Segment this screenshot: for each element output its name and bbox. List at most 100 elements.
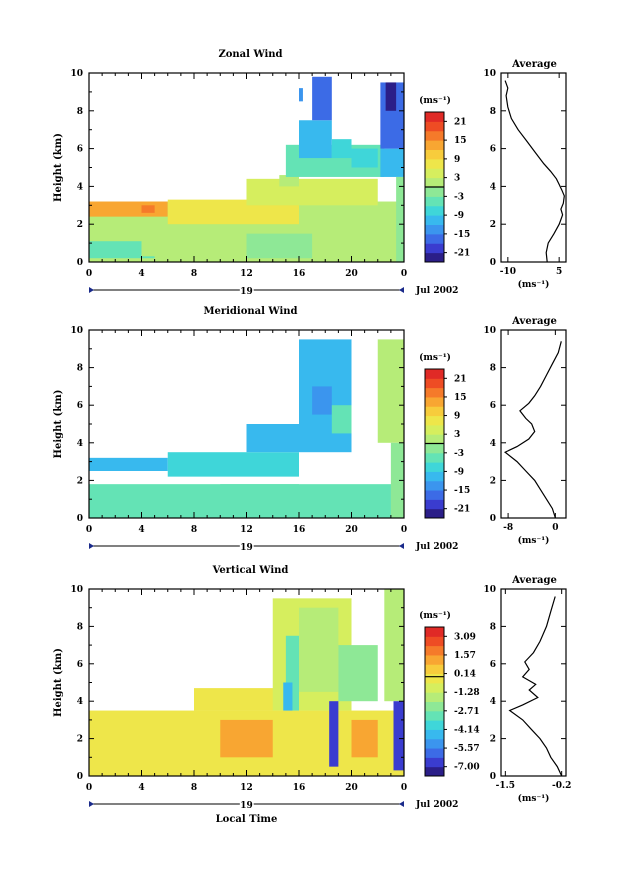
colorbar-segment [425, 243, 444, 254]
colorbar-segment [425, 480, 444, 491]
heatmap-cells [89, 339, 404, 518]
colorbar-segment [425, 757, 444, 768]
colorbar-tick-label: -5.57 [454, 744, 480, 754]
heatmap-cell [396, 176, 404, 262]
heatmap-cell [312, 386, 332, 415]
heatmap-cells [89, 589, 404, 776]
y-tick-label: 0 [490, 772, 496, 782]
y-tick-label: 10 [70, 585, 83, 595]
day-bar-start-marker [89, 287, 94, 293]
y-tick-label: 4 [77, 182, 83, 192]
colorbar-segment [425, 149, 444, 160]
y-tick-label: 8 [490, 622, 496, 632]
colorbar-segment [425, 252, 444, 263]
y-axis-label: Height (km) [53, 133, 64, 202]
colorbar-tick-label: -9 [454, 467, 464, 477]
colorbar-segment [425, 121, 444, 132]
y-tick-label: 10 [483, 326, 496, 336]
y-tick-label: 2 [77, 220, 83, 230]
colorbar-segment [425, 205, 444, 216]
colorbar-unit: (ms⁻¹) [419, 610, 451, 621]
colorbar-segment [425, 471, 444, 482]
colorbar-segment [425, 720, 444, 730]
day-bar-end-marker [399, 543, 404, 549]
colorbar-tick-label: 21 [454, 374, 467, 384]
heatmap-cells [89, 76, 404, 262]
x-tick-label: 16 [293, 269, 306, 279]
colorbar-tick-label: -2.71 [454, 707, 480, 717]
x-tick-label: 0 [86, 525, 92, 535]
y-tick-label: 6 [77, 401, 83, 411]
heatmap-cell [220, 484, 299, 513]
day-bar-end-marker [399, 801, 404, 807]
colorbar-unit: (ms⁻¹) [419, 352, 451, 363]
y-tick-label: 6 [77, 660, 83, 670]
colorbar-tick-label: -4.14 [454, 725, 480, 735]
heatmap-cell [393, 701, 404, 771]
colorbar-segment [425, 233, 444, 244]
heatmap-cell [89, 241, 155, 259]
colorbar-segment [425, 396, 444, 407]
colorbar-segment [425, 443, 444, 454]
x-tick-label: 12 [240, 783, 253, 793]
colorbar-segment [425, 369, 444, 379]
day-label: 19 [240, 801, 253, 811]
y-tick-label: 4 [490, 697, 496, 707]
y-tick-label: 2 [490, 735, 496, 745]
colorbar-frame [424, 626, 445, 777]
colorbar-segment [425, 168, 444, 179]
x-tick-label: 16 [293, 783, 306, 793]
colorbar-segment [425, 224, 444, 235]
x-tick-label: 0 [86, 269, 92, 279]
heatmap-cell [380, 148, 404, 177]
x-tick-label: 20 [345, 525, 358, 535]
heatmap-cell [141, 205, 155, 213]
x-tick-label: 4 [138, 525, 144, 535]
average-profile-line [508, 596, 563, 777]
heatmap-cell [283, 682, 293, 711]
heatmap-cell [299, 120, 332, 159]
colorbar-segment [425, 462, 444, 472]
colorbar-segment [425, 196, 444, 207]
x-tick-label: 20 [345, 269, 358, 279]
x-tick-label: 8 [191, 525, 197, 535]
day-bar-start-marker [89, 801, 94, 807]
x-axis-label: Local Time [216, 814, 278, 825]
x-tick-label: 4 [138, 783, 144, 793]
colorbar-segment [425, 673, 444, 684]
colorbar-tick-label: -9 [454, 211, 464, 221]
heatmap-cell [89, 201, 168, 217]
y-tick-label: 8 [77, 622, 83, 632]
x-tick-label: 8 [191, 783, 197, 793]
colorbar-tick-label: -3 [454, 449, 464, 459]
colorbar-tick-label: 0.14 [454, 670, 476, 680]
x-tick-label: 5 [556, 267, 562, 277]
colorbar-segment [425, 424, 444, 435]
heatmap-cell [331, 139, 352, 159]
y-tick-label: 6 [77, 145, 83, 155]
colorbar-segment [425, 499, 444, 510]
heatmap-cell [329, 701, 339, 767]
colorbar-segment [425, 130, 444, 141]
colorbar-segment [425, 158, 444, 169]
x-tick-label: 12 [240, 525, 253, 535]
y-tick-label: 0 [77, 258, 83, 268]
colorbar-segment [425, 187, 444, 197]
heatmap-cell [89, 457, 168, 471]
colorbar-tick-label: 15 [454, 136, 467, 146]
average-profile-line [504, 80, 565, 263]
day-label: 19 [240, 287, 253, 297]
date-label: Jul 2002 [415, 800, 458, 810]
heatmap-cell [246, 424, 299, 453]
heatmap-cell [331, 405, 352, 434]
colorbar-segment [425, 636, 444, 647]
colorbar-segment [425, 701, 444, 712]
y-tick-label: 8 [77, 107, 83, 117]
colorbar-segment [425, 378, 444, 389]
y-tick-label: 6 [490, 401, 496, 411]
x-tick-label: 0 [401, 783, 407, 793]
colorbar-segment [425, 140, 444, 150]
day-label: 19 [240, 543, 253, 553]
x-tick-label: 0 [86, 783, 92, 793]
